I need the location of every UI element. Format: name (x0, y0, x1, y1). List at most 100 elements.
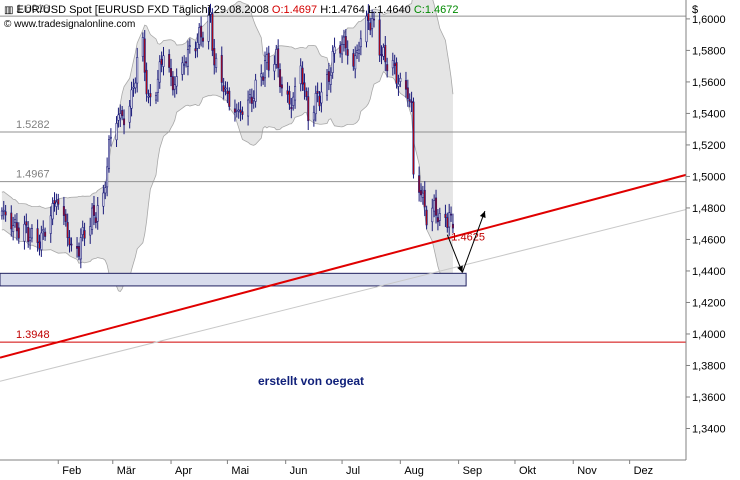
candle (198, 23, 201, 49)
candle-body (119, 113, 122, 119)
candle-body (226, 90, 229, 95)
website-label: www.tradesignalonline.com (14, 19, 136, 30)
candle-body (260, 73, 263, 78)
candle (160, 51, 163, 73)
candle-body (320, 91, 323, 104)
candle-body (66, 222, 69, 239)
candle (382, 43, 385, 61)
candle (175, 68, 178, 95)
candle (92, 195, 95, 226)
candle-body (25, 221, 28, 226)
candle (68, 230, 71, 253)
forecast-arrow-head (479, 211, 486, 219)
candle-body (333, 46, 336, 54)
candle (436, 209, 439, 231)
candle (391, 52, 394, 76)
candle (2, 200, 5, 220)
candle (305, 87, 308, 101)
candle (406, 79, 409, 107)
candle (143, 30, 146, 82)
candle-body (211, 13, 214, 51)
candle-body (357, 49, 360, 55)
candle-body (344, 36, 347, 49)
candle (237, 102, 240, 119)
candle (215, 53, 218, 73)
candle (367, 4, 370, 30)
candle-body (448, 212, 451, 228)
author-credit: erstellt von oegeat (258, 374, 365, 388)
candle (318, 91, 321, 111)
candle (418, 166, 421, 202)
candle-body (354, 55, 357, 70)
candle-body (237, 109, 240, 112)
candle-body (106, 166, 109, 188)
candle-body (290, 107, 293, 110)
candle (57, 193, 60, 210)
candle (64, 209, 67, 227)
candle-body (115, 122, 118, 141)
candle (136, 47, 139, 93)
y-tick-label: 1,5800 (692, 45, 726, 57)
candle-body (81, 227, 84, 235)
candle (344, 29, 347, 56)
x-axis: Feb Mär Apr Mai Jun Jul Aug Sep Okt Nov Dez (57, 460, 653, 477)
candle (341, 35, 344, 64)
candle-body (316, 90, 319, 94)
candle (247, 90, 250, 126)
candle-body (250, 96, 253, 104)
candle-body (209, 12, 212, 15)
candle-body (247, 99, 250, 117)
candle (55, 193, 58, 216)
candle (423, 181, 426, 217)
candle (397, 74, 400, 96)
candle-body (341, 44, 344, 55)
candle-body (299, 65, 302, 84)
candle (373, 11, 376, 28)
candle (29, 227, 32, 250)
candle (162, 46, 165, 76)
y-tick-label: 1,5200 (692, 140, 726, 152)
annotation-label: 1.4625 (451, 232, 485, 244)
y-tick-label: 1,5000 (692, 171, 726, 183)
candle (220, 46, 223, 92)
candle (329, 67, 332, 93)
candle-body (194, 48, 197, 52)
candle (62, 196, 65, 226)
candle (320, 82, 323, 113)
candle-body (181, 62, 184, 75)
candle-body (123, 118, 126, 126)
copyright-line: © www.tradesignalonline.com (4, 19, 135, 30)
candle (346, 40, 349, 65)
copyright-icon: © (4, 19, 12, 30)
candle-body (393, 63, 396, 66)
candle-body (12, 225, 15, 232)
candle (307, 87, 310, 131)
candle (433, 194, 436, 218)
candle-body (141, 37, 144, 57)
candle (14, 214, 17, 228)
candle (359, 30, 362, 56)
candle-body (55, 201, 58, 207)
candle-body (185, 61, 188, 64)
candle (4, 204, 7, 222)
candle-body (279, 69, 282, 88)
candle (248, 88, 251, 104)
candle-body (62, 206, 65, 216)
candle (277, 39, 280, 78)
chart-icon: ▥ (4, 5, 14, 16)
candle (17, 222, 20, 244)
candle-body (438, 213, 441, 221)
candle-body (307, 96, 310, 122)
trendline-grey (0, 209, 687, 382)
open-value: O:1.4697 (271, 4, 318, 16)
candle (241, 106, 244, 120)
candle-body (435, 197, 438, 216)
candle-body (273, 64, 276, 72)
candle (356, 44, 359, 59)
candle (102, 184, 105, 215)
candle-body (156, 78, 159, 93)
candles (0, 3, 454, 269)
candle (42, 220, 45, 240)
candle-body (96, 205, 99, 222)
candle-body (369, 22, 372, 31)
